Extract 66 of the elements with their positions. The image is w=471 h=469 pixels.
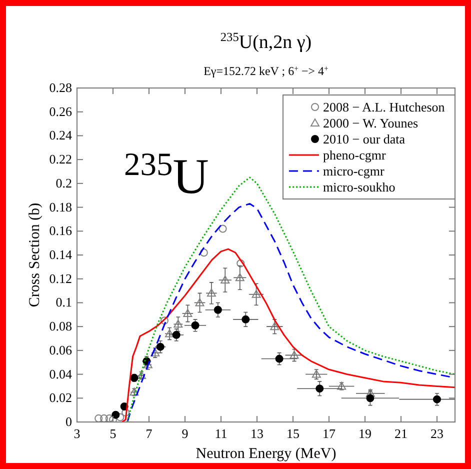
x-axis-title: Neutron Energy (MeV) [196,446,336,462]
chart-title: $^{235}$U(n,2n γ) [220,30,312,53]
x-tick-label: 7 [146,426,153,441]
point [275,354,284,363]
point [236,259,245,268]
point [235,273,244,282]
legend-label: micro-soukho [323,180,396,194]
x-tick-label: 15 [286,426,300,441]
y-tick-label: 0.12 [49,270,72,286]
x-tick-label: 13 [250,426,264,441]
point [220,276,230,284]
y-tick-label: 0.02 [49,390,72,406]
point [105,414,114,422]
point [109,416,117,422]
y-tick-label: 0.2 [56,175,72,190]
point [172,330,180,339]
point [116,413,124,422]
point [100,414,108,422]
point [316,384,324,393]
y-tick-label: 0.26 [49,104,72,119]
y-tick-label: 0.08 [49,318,72,334]
y-tick-label: 0.18 [49,199,72,214]
point [195,298,204,306]
point [94,414,103,422]
annotation: $^{235}$U [124,147,209,204]
x-tick-label: 9 [182,426,188,441]
point [160,316,168,325]
point [183,308,192,317]
x-tick-label: 23 [430,426,444,441]
y-axis-title: Cross Section (b) [27,202,43,308]
x-tick-label: 5 [110,426,116,441]
x-tick-label: 11 [214,426,228,441]
point [200,248,208,257]
point [433,395,441,404]
legend-label: 2010 − our data [323,132,406,146]
point [191,321,200,330]
chart-subtitle: Eγ=152.72 keV ; 6$^{+}$ −> 4$^{+}$ [204,64,330,78]
y-tick-label: 0.06 [49,342,72,358]
y-tick-label: 0.16 [49,223,72,238]
point [112,410,120,419]
y-tick-label: 0.28 [49,80,72,95]
point [242,315,250,324]
point [270,322,280,330]
point [218,224,227,233]
x-tick-label: 19 [358,426,372,441]
legend-label: 2008 − A.L. Hutcheson [323,100,446,114]
point [165,329,174,338]
y-tick-label: 0.04 [49,366,72,382]
point [290,350,299,359]
point [206,288,216,297]
y-tick-label: 0 [66,414,72,429]
x-tick-label: 3 [74,426,80,441]
legend-label: pheno-cgmr [323,148,386,162]
legend-label: 2000 − W. Younes [323,116,418,130]
point [312,370,321,378]
point [122,408,130,416]
point [214,306,222,314]
point [366,394,374,402]
legend-label: micro-cgmr [323,164,386,178]
y-tick-label: 0.1 [56,294,72,310]
y-tick-label: 0.14 [49,247,72,262]
y-tick-label: 0.24 [49,128,72,143]
x-tick-label: 17 [322,426,336,441]
y-tick-label: 0.22 [49,152,72,167]
x-tick-label: 21 [394,426,408,441]
point [252,290,261,298]
